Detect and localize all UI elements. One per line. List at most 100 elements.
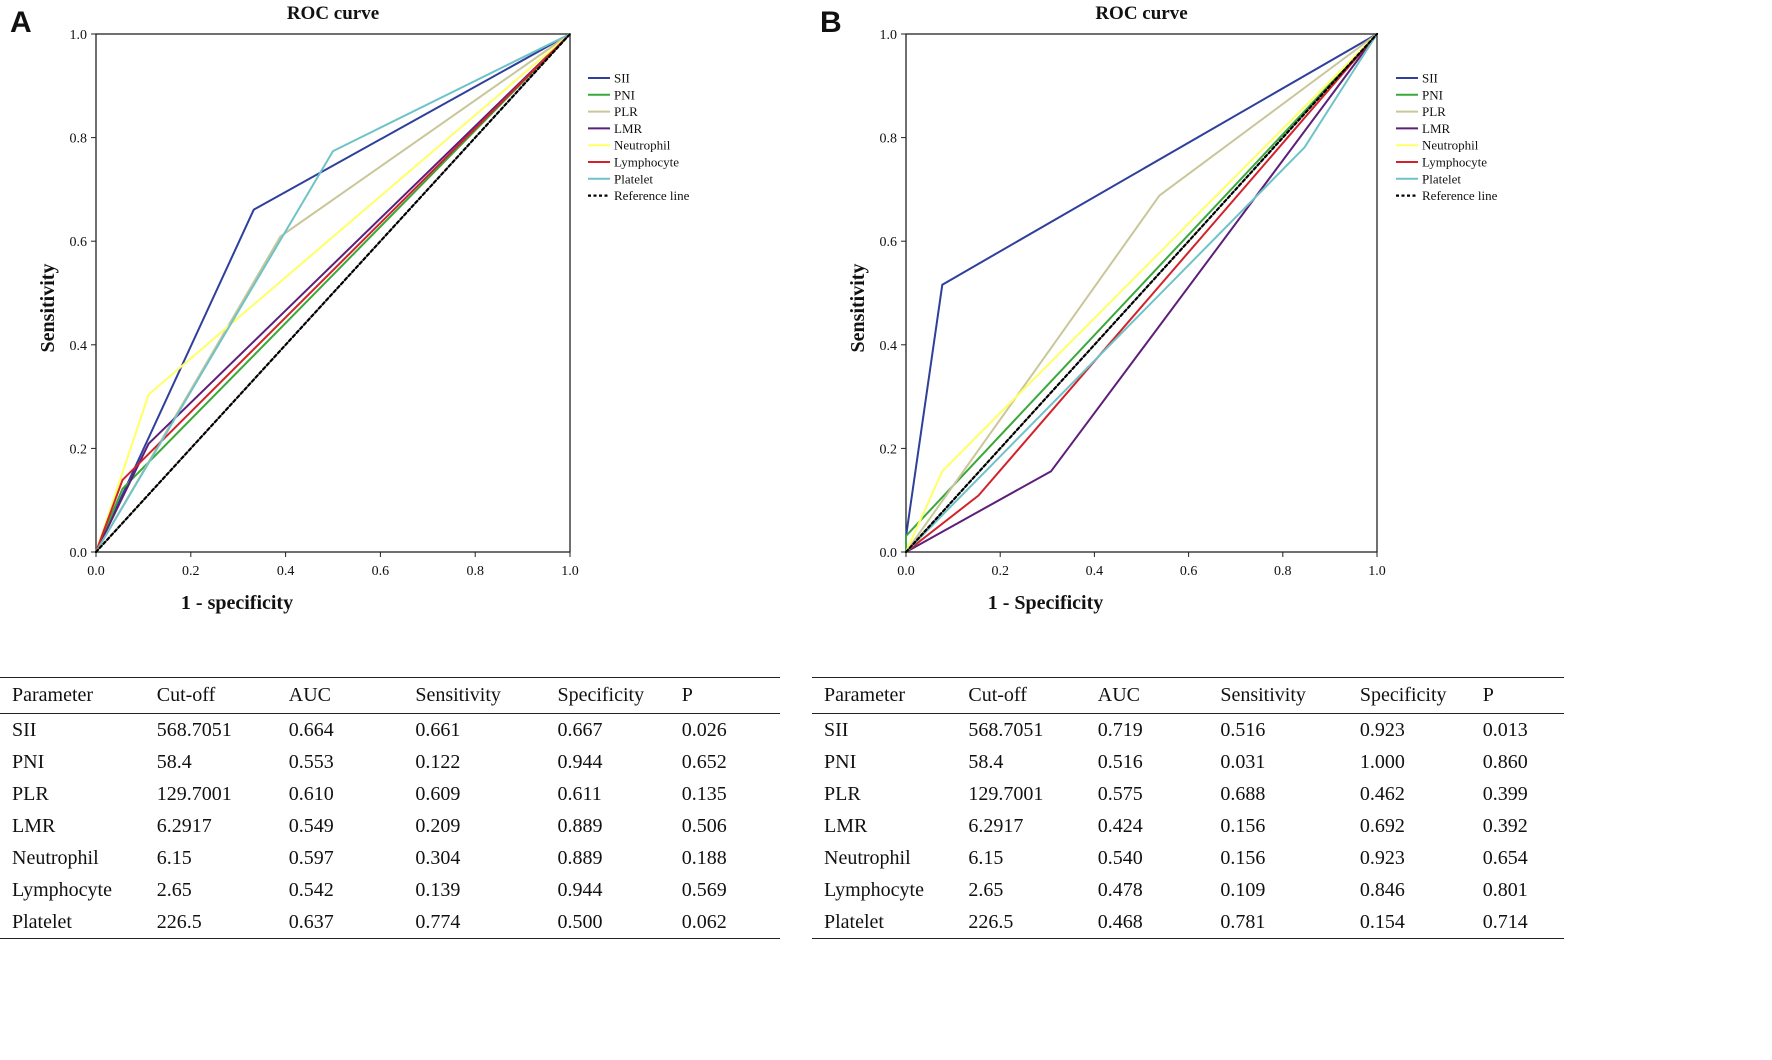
y-axis-label: Sensitivity — [37, 264, 59, 353]
table-cell-sensitivity: 0.661 — [415, 718, 461, 741]
table-row: Lymphocyte 2.65 0.542 0.139 0.944 0.569 — [0, 874, 780, 906]
y-tick-label: 0.2 — [880, 442, 898, 457]
table-cell-p: 0.013 — [1482, 718, 1528, 741]
legend-label-reference-line: Reference line — [614, 188, 690, 203]
table-cell-parameter: PNI — [12, 750, 45, 773]
x-tick-label: 0.2 — [182, 564, 200, 579]
table-cell-parameter: PNI — [824, 750, 857, 773]
table-cell-sensitivity: 0.781 — [1208, 906, 1348, 939]
table-cell-sensitivity: 0.609 — [415, 782, 461, 805]
table-cell-sensitivity: 0.516 — [1220, 718, 1266, 741]
series-line-lymphocyte — [905, 33, 1378, 553]
table-cell-p: 0.135 — [681, 782, 727, 805]
series-line-pni — [905, 33, 1378, 553]
table-cell-specificity: 0.889 — [557, 814, 603, 837]
y-tick-label: 1.0 — [880, 28, 898, 43]
column-header-specificity: Specificity — [1347, 677, 1471, 714]
series-line-plr — [905, 33, 1378, 553]
table-row: LMR 6.2917 0.549 0.209 0.889 0.506 — [0, 810, 780, 842]
x-tick-label: 0.4 — [277, 564, 295, 579]
table-cell-sensitivity: 0.139 — [415, 878, 461, 901]
column-header-specificity: Specificity — [545, 677, 670, 714]
legend-label-platelet: Platelet — [614, 171, 653, 186]
table-cell-cut-off: 129.7001 — [968, 782, 1044, 805]
table-cell-specificity: 0.923 — [1359, 718, 1405, 741]
table-cell-parameter: SII — [824, 718, 849, 741]
results-table-a: Parameter Cut-off AUC Sensitivity Specificit… — [0, 677, 780, 939]
y-tick-label: 0.4 — [880, 339, 898, 354]
series-line-platelet — [905, 33, 1378, 553]
table-cell-cut-off: 58.4 — [156, 750, 192, 773]
table-cell-parameter: Lymphocyte — [12, 878, 112, 901]
series-line-lmr — [95, 33, 571, 553]
table-cell-auc: 0.637 — [276, 906, 404, 939]
x-tick-label: 0.2 — [991, 564, 1009, 579]
table-header-row: Parameter Cut-off AUC Sensitivity Specificit… — [812, 677, 1564, 714]
table-cell-parameter: LMR — [12, 814, 56, 837]
plot-frame — [905, 33, 1378, 553]
table-cell-p: 0.399 — [1482, 782, 1528, 805]
table-cell-specificity: 1.000 — [1359, 750, 1405, 773]
column-header-sensitivity: Sensitivity — [403, 677, 546, 714]
column-header-parameter: Parameter — [812, 677, 957, 714]
table-cell-specificity: 0.611 — [557, 782, 602, 805]
table-cell-sensitivity: 0.031 — [1220, 750, 1266, 773]
table-cell-specificity: 0.462 — [1359, 782, 1405, 805]
legend-label-lymphocyte: Lymphocyte — [614, 155, 679, 170]
legend-label-neutrophil: Neutrophil — [1422, 138, 1479, 153]
table-row: LMR 6.2917 0.424 0.156 0.692 0.392 — [812, 810, 1564, 842]
table-cell-parameter: Neutrophil — [12, 846, 99, 869]
x-tick-label: 0.0 — [87, 564, 105, 579]
column-header-sensitivity: Sensitivity — [1208, 677, 1348, 714]
legend-label-pni: PNI — [1422, 87, 1443, 102]
table-cell-auc: 0.516 — [1097, 750, 1143, 773]
table-cell-specificity: 0.944 — [557, 878, 603, 901]
column-header-auc: AUC — [276, 677, 404, 714]
table-cell-parameter: Platelet — [0, 906, 145, 939]
table-cell-auc: 0.719 — [1097, 718, 1143, 741]
chart-title: ROC curve — [287, 3, 379, 24]
series-line-neutrophil — [95, 33, 571, 553]
x-tick-label: 0.8 — [466, 564, 484, 579]
y-tick-label: 0.6 — [880, 235, 898, 250]
table-cell-specificity: 0.944 — [557, 750, 603, 773]
legend-label-lmr: LMR — [614, 121, 643, 136]
roc-charts: A ROC curve 0.0 0.2 0.4 0.6 0.8 1.0 0.0 0.2 0.4 0.6… — [10, 3, 1498, 614]
table-cell-auc: 0.549 — [288, 814, 334, 837]
table-cell-p: 0.652 — [681, 750, 727, 773]
y-tick-label: 0.0 — [880, 546, 898, 561]
table-cell-specificity: 0.667 — [557, 718, 603, 741]
table-cell-parameter: LMR — [824, 814, 868, 837]
table-row: PLR 129.7001 0.610 0.609 0.611 0.135 — [0, 778, 780, 810]
series-line-lymphocyte — [95, 33, 571, 553]
legend-label-pni: PNI — [614, 87, 635, 102]
table-row: Lymphocyte 2.65 0.478 0.109 0.846 0.801 — [812, 874, 1564, 906]
table-cell-parameter: Platelet — [812, 906, 957, 939]
plot-frame — [95, 33, 571, 553]
table-row: Platelet 226.5 0.637 0.774 0.500 0.062 — [0, 906, 780, 939]
x-tick-label: 0.6 — [372, 564, 390, 579]
table-cell-cut-off: 6.2917 — [968, 814, 1024, 837]
table-row: SII 568.7051 0.664 0.661 0.667 0.026 — [0, 714, 780, 747]
table-cell-specificity: 0.692 — [1359, 814, 1405, 837]
panel-letter: B — [820, 6, 842, 39]
legend-label-lmr: LMR — [1422, 121, 1451, 136]
x-tick-label: 0.6 — [1180, 564, 1198, 579]
table-cell-specificity: 0.923 — [1359, 846, 1405, 869]
column-header-parameter: Parameter — [0, 677, 145, 714]
column-header-cut-off: Cut-off — [144, 677, 277, 714]
table-cell-auc: 0.468 — [1085, 906, 1209, 939]
legend-label-sii: SII — [614, 71, 630, 86]
table-cell-cut-off: 568.7051 — [968, 718, 1044, 741]
x-axis-label: 1 - specificity — [181, 592, 293, 614]
table-cell-sensitivity: 0.109 — [1220, 878, 1266, 901]
x-tick-label: 0.0 — [897, 564, 915, 579]
table-cell-auc: 0.424 — [1097, 814, 1143, 837]
column-header-p: P — [1470, 677, 1564, 714]
table-cell-parameter: Neutrophil — [824, 846, 911, 869]
series-line-neutrophil — [905, 33, 1378, 553]
table-cell-auc: 0.664 — [288, 718, 334, 741]
table-row: PNI 58.4 0.553 0.122 0.944 0.652 — [0, 746, 780, 778]
y-axis-label: Sensitivity — [847, 264, 869, 353]
